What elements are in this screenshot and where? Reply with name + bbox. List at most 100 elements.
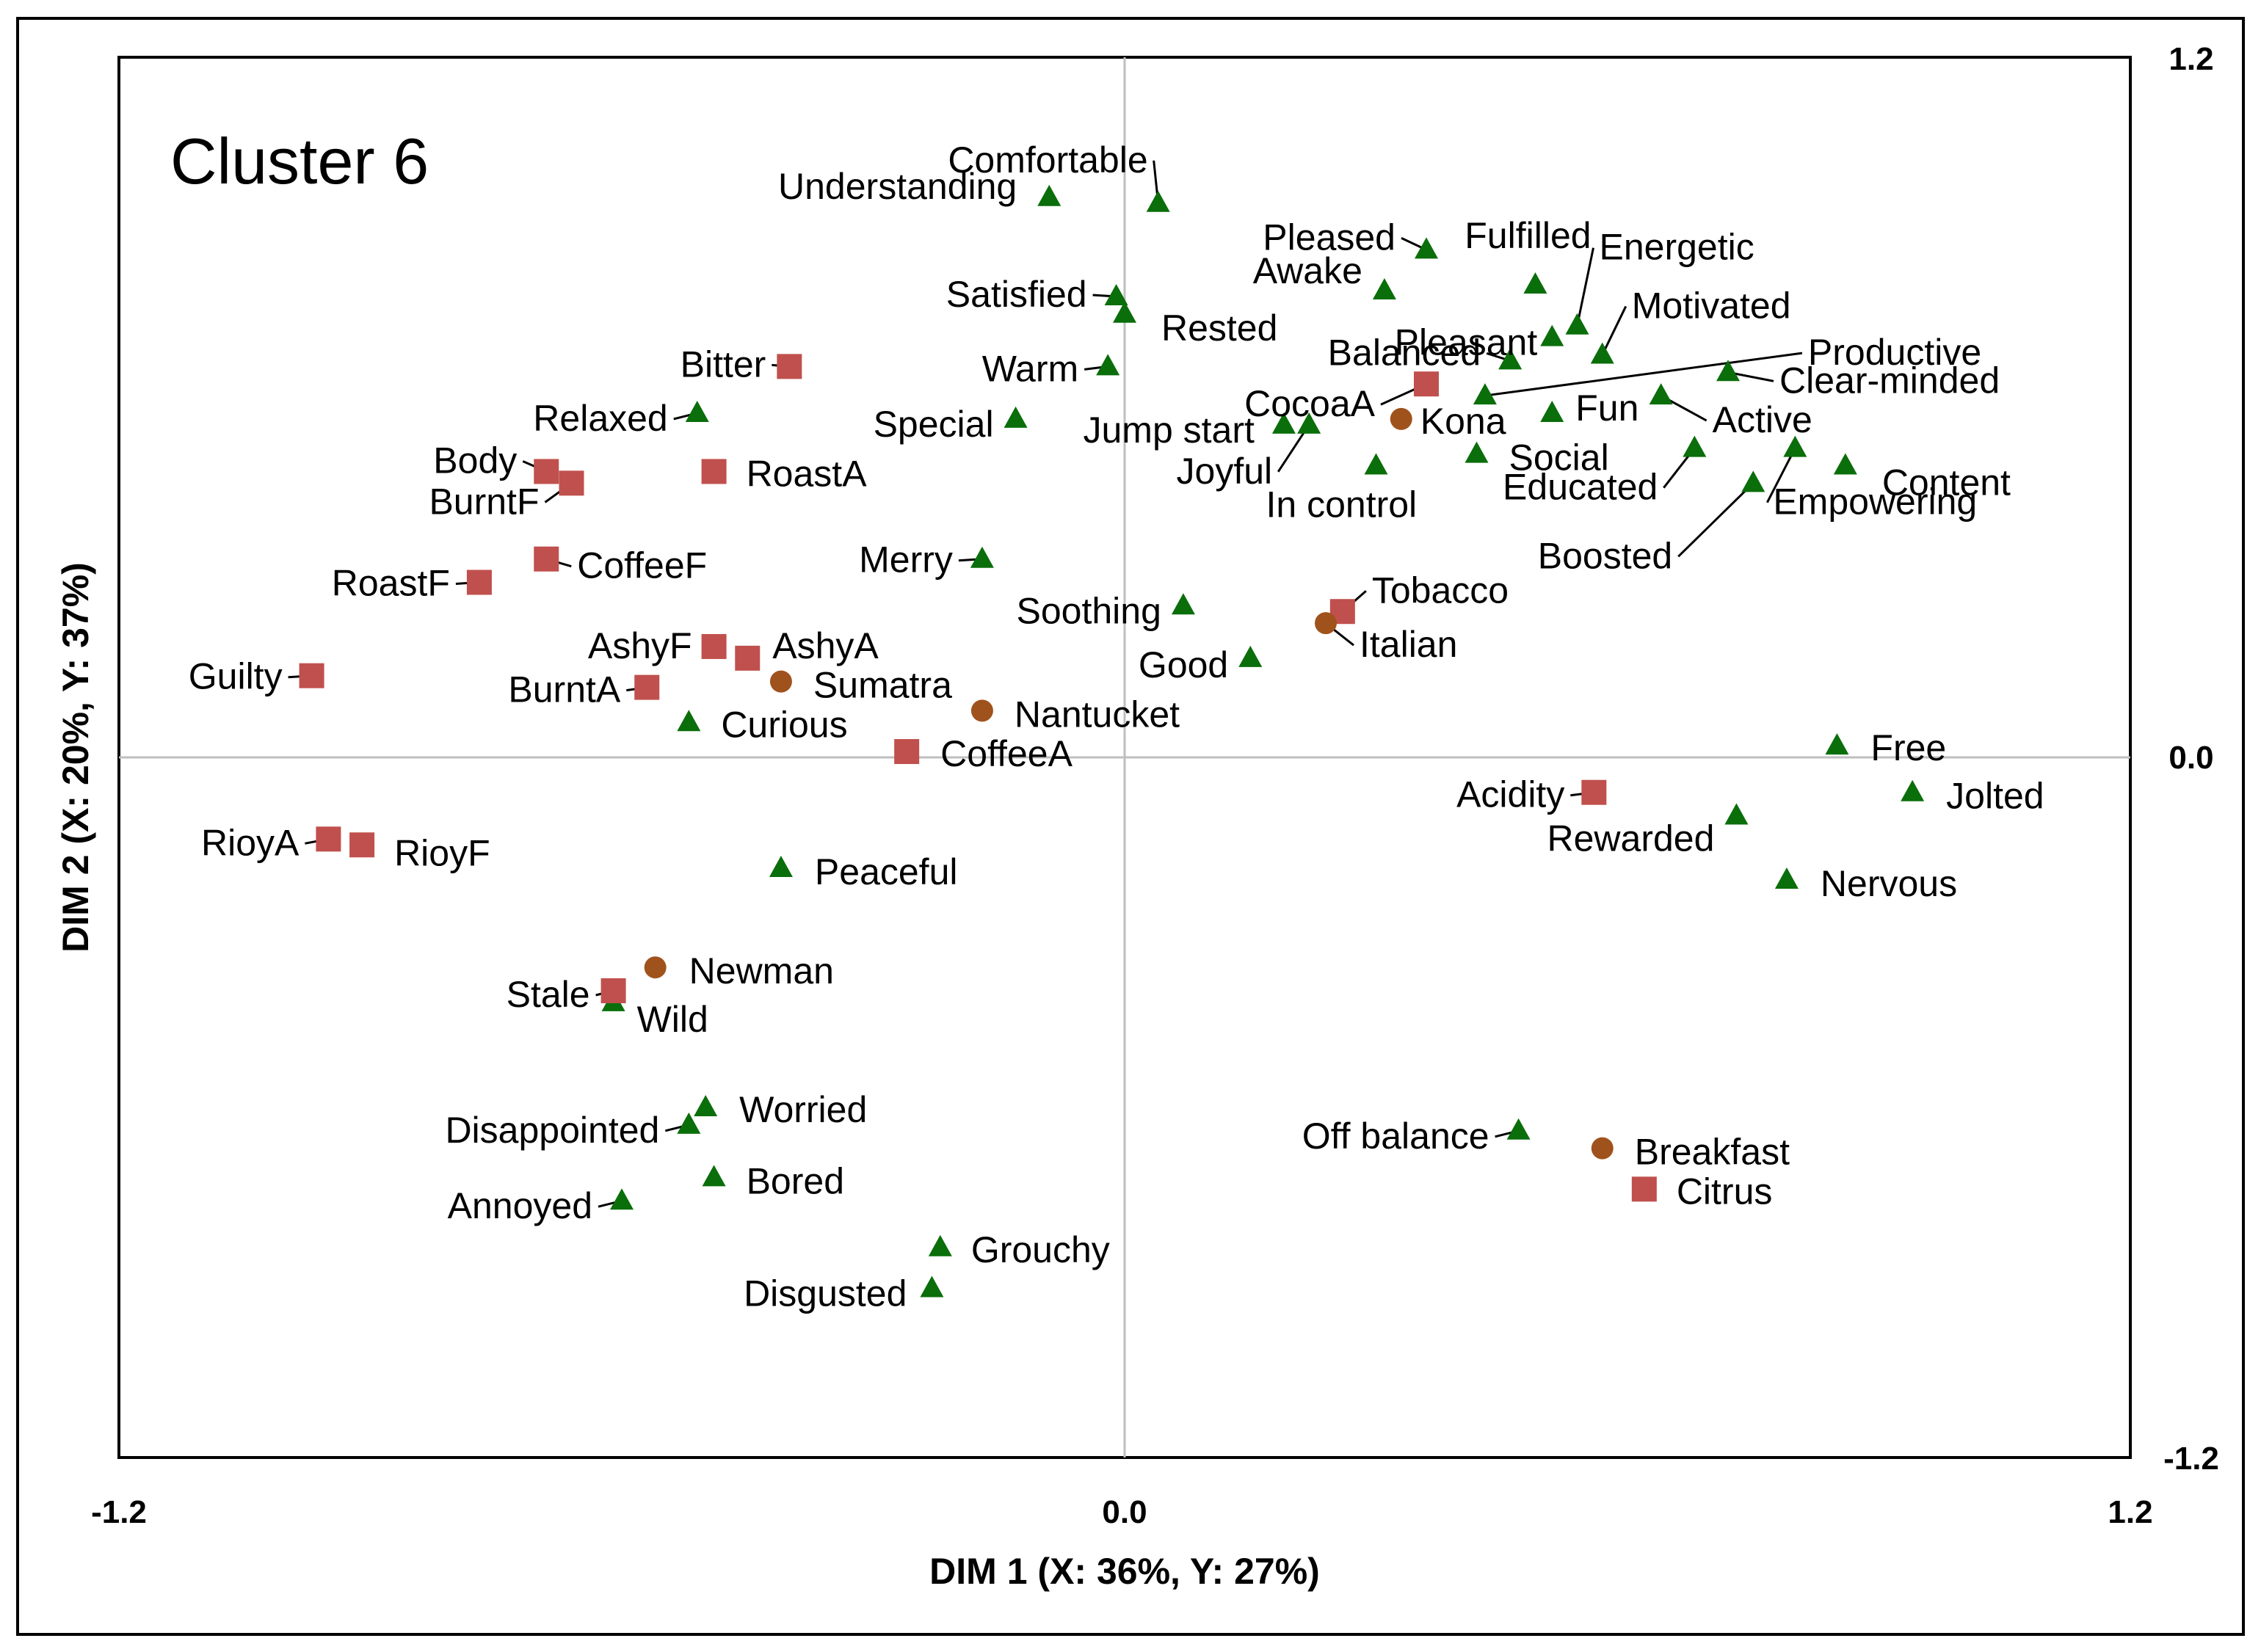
label-jump-start: Jump start (1084, 410, 1255, 451)
leader-empowering (1765, 447, 1796, 503)
point-sumatra (769, 670, 792, 693)
label-comfortable: Comfortable (948, 139, 1147, 181)
label-ashya: AshyA (772, 625, 879, 666)
label-productive: Productive (1808, 332, 1981, 373)
label-grouchy: Grouchy (971, 1229, 1110, 1270)
label-pleasant: Pleasant (1395, 322, 1538, 363)
label-tobacco: Tobacco (1372, 570, 1509, 611)
label-bitter: Bitter (681, 343, 766, 385)
label-acidity: Acidity (1456, 774, 1564, 815)
point-warm (1096, 354, 1120, 376)
label-sumatra: Sumatra (813, 665, 952, 706)
y-tick-min: -1.2 (2163, 1441, 2219, 1477)
label-satisfied: Satisfied (946, 274, 1087, 315)
point-empowering (1783, 435, 1807, 457)
point-ashyf (701, 633, 727, 659)
label-cocoaa: CocoaA (1244, 383, 1376, 424)
point-annoyed (610, 1188, 634, 1210)
label-nervous: Nervous (1821, 863, 1957, 904)
label-rested: Rested (1161, 308, 1277, 349)
point-comfortable (1146, 190, 1170, 212)
point-pleasant (1540, 324, 1564, 346)
point-understanding (1037, 184, 1061, 206)
point-merry (970, 546, 994, 568)
label-roasta: RoastA (747, 453, 868, 494)
label-clear-minded: Clear-minded (1779, 360, 2000, 401)
label-body: Body (433, 440, 517, 481)
label-off-balance: Off balance (1302, 1116, 1489, 1157)
label-burnta: BurntA (508, 669, 621, 710)
point-peaceful (769, 856, 793, 878)
label-special: Special (874, 404, 994, 445)
point-breakfast (1591, 1137, 1614, 1160)
x-tick-zero: 0.0 (1102, 1494, 1147, 1530)
point-grouchy (928, 1234, 952, 1256)
label-newman: Newman (689, 950, 834, 991)
label-balanced: Balanced (1328, 332, 1481, 373)
label-bored: Bored (747, 1160, 844, 1201)
x-tick-max: 1.2 (2108, 1494, 2152, 1530)
label-social: Social (1509, 437, 1609, 479)
label-wild: Wild (637, 999, 708, 1040)
point-content (1833, 453, 1857, 475)
point-ashya (735, 645, 761, 671)
point-rewarded (1724, 803, 1749, 825)
label-rioyf: RioyF (394, 832, 490, 873)
x-axis-title: DIM 1 (X: 36%, Y: 27%) (929, 1551, 1320, 1592)
point-free (1825, 733, 1849, 755)
label-relaxed: Relaxed (533, 398, 667, 439)
point-satisfied (1104, 283, 1128, 305)
point-kona (1390, 407, 1412, 430)
label-coffeef: CoffeeF (577, 545, 707, 586)
chart-title: Cluster 6 (170, 125, 429, 197)
label-stale: Stale (507, 974, 590, 1015)
point-newman (644, 956, 667, 979)
point-active (1649, 383, 1673, 405)
label-disappointed: Disappointed (445, 1110, 659, 1151)
point-burntf (559, 470, 584, 496)
point-fulfilled (1523, 272, 1547, 294)
label-free: Free (1870, 727, 1946, 768)
label-boosted: Boosted (1538, 535, 1672, 576)
point-pleased (1415, 237, 1438, 259)
label-peaceful: Peaceful (815, 851, 958, 892)
point-nantucket (970, 699, 993, 722)
point-citrus (1631, 1176, 1657, 1202)
label-jolted: Jolted (1946, 776, 2044, 817)
point-soothing (1171, 593, 1195, 615)
point-energetic (1565, 313, 1589, 335)
point-balanced (1498, 348, 1523, 370)
leader-boosted (1677, 482, 1754, 558)
label-motivated: Motivated (1632, 285, 1791, 326)
label-curious: Curious (721, 704, 847, 745)
label-rewarded: Rewarded (1547, 818, 1715, 859)
point-coffeea (894, 739, 920, 765)
label-soothing: Soothing (1017, 590, 1161, 631)
label-educated: Educated (1503, 467, 1658, 508)
point-special (1004, 406, 1028, 428)
label-merry: Merry (859, 539, 953, 581)
point-in-control (1364, 453, 1388, 475)
point-acidity (1581, 779, 1607, 805)
label-empowering: Empowering (1773, 481, 1977, 523)
point-bitter (777, 354, 802, 379)
label-guilty: Guilty (189, 656, 283, 697)
data-marks (299, 184, 1925, 1298)
point-off-balance (1506, 1118, 1531, 1140)
point-motivated (1590, 342, 1614, 364)
point-roastf (466, 570, 492, 595)
point-curious (677, 710, 701, 732)
label-joyful: Joyful (1177, 451, 1273, 492)
label-annoyed: Annoyed (448, 1185, 592, 1226)
label-burntf: BurntF (429, 481, 539, 522)
label-worried: Worried (739, 1089, 867, 1130)
label-coffeea: CoffeeA (940, 733, 1073, 774)
leader-energetic (1576, 247, 1594, 327)
label-pleased: Pleased (1263, 216, 1396, 258)
x-tick-min: -1.2 (91, 1494, 147, 1530)
point-productive (1473, 383, 1497, 405)
label-understanding: Understanding (778, 166, 1017, 207)
label-rioya: RioyA (201, 822, 300, 863)
point-italian (1315, 612, 1337, 635)
